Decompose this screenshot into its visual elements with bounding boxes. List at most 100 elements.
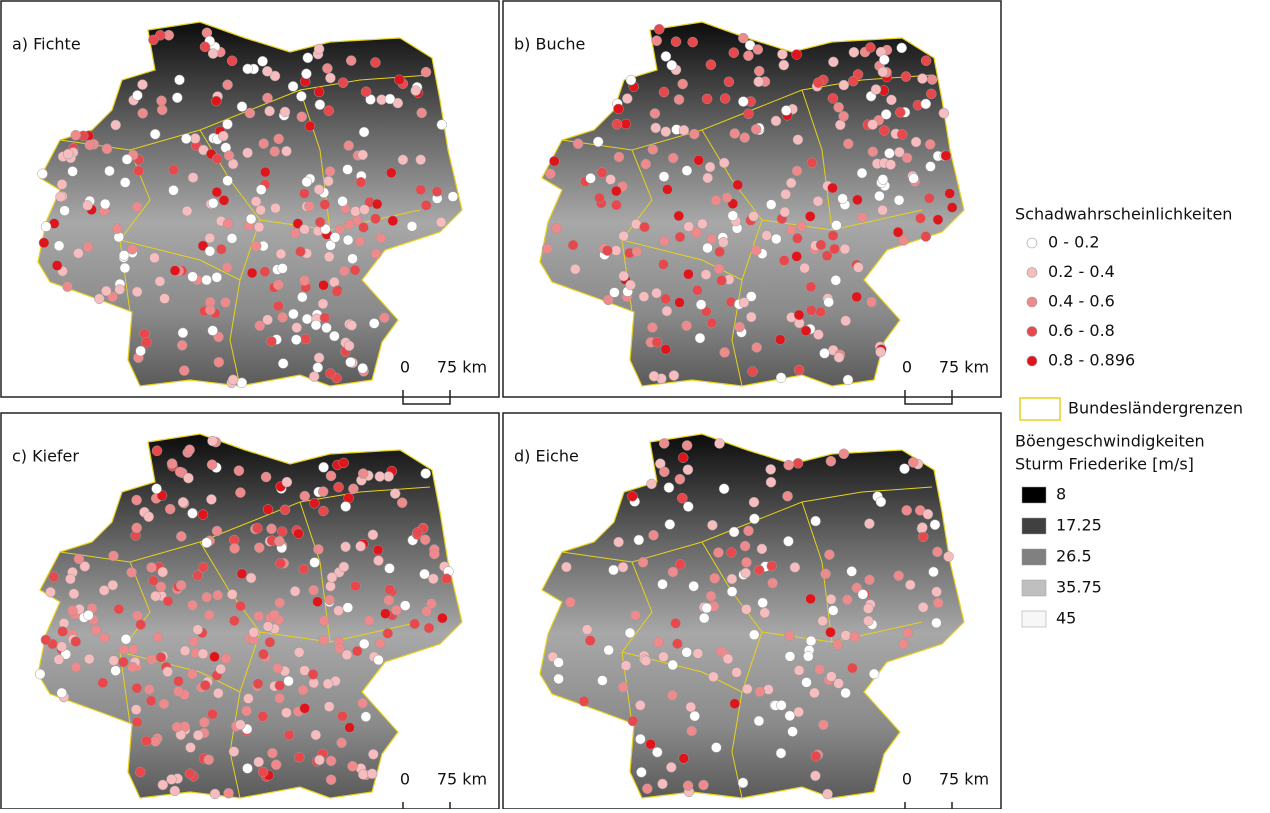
- site-point: [878, 205, 888, 215]
- site-point: [305, 121, 315, 131]
- site-point: [807, 158, 817, 168]
- site-point: [297, 292, 307, 302]
- site-point: [265, 637, 275, 647]
- site-point: [593, 137, 603, 147]
- site-point: [356, 177, 366, 187]
- figure: a) Fichte075 kmb) Buche075 kmc) Kiefer07…: [0, 0, 1270, 809]
- site-point: [359, 222, 369, 232]
- site-point: [236, 601, 246, 611]
- site-point: [659, 438, 669, 448]
- site-point: [728, 211, 738, 221]
- site-point: [65, 574, 75, 584]
- site-point: [278, 359, 288, 369]
- site-point: [429, 549, 439, 559]
- site-point: [760, 608, 770, 618]
- site-point: [278, 263, 288, 273]
- site-point: [794, 707, 804, 717]
- site-point: [849, 47, 859, 57]
- site-point: [766, 464, 776, 474]
- site-point: [374, 655, 384, 665]
- legend-symbol: [1027, 297, 1037, 307]
- site-point: [758, 598, 768, 608]
- site-point: [749, 630, 759, 640]
- site-point: [371, 249, 381, 259]
- site-point: [148, 35, 158, 45]
- site-point: [416, 185, 426, 195]
- site-point: [806, 282, 816, 292]
- site-point: [99, 585, 109, 595]
- site-point: [729, 527, 739, 537]
- site-point: [83, 610, 93, 620]
- site-point: [253, 523, 263, 533]
- site-point: [114, 604, 124, 614]
- site-point: [115, 285, 125, 295]
- site-point: [821, 569, 831, 579]
- site-point: [309, 498, 319, 508]
- site-point: [625, 628, 635, 638]
- site-point: [346, 357, 356, 367]
- site-point: [314, 44, 324, 54]
- site-point: [785, 711, 795, 721]
- site-point: [874, 191, 884, 201]
- site-point: [678, 453, 688, 463]
- site-point: [119, 250, 129, 260]
- site-point: [823, 789, 833, 799]
- site-point: [284, 730, 294, 740]
- site-point: [850, 632, 860, 642]
- site-point: [852, 195, 862, 205]
- site-point: [208, 709, 218, 719]
- site-point: [627, 491, 637, 501]
- site-point: [169, 165, 179, 175]
- site-point: [585, 636, 595, 646]
- site-point: [152, 484, 162, 494]
- site-point: [675, 474, 685, 484]
- site-point: [260, 267, 270, 277]
- site-point: [839, 449, 849, 459]
- site-point: [672, 639, 682, 649]
- site-point: [102, 144, 112, 154]
- site-point: [779, 256, 789, 266]
- site-point: [692, 285, 702, 295]
- site-point: [597, 676, 607, 686]
- site-point: [635, 734, 645, 744]
- site-point: [570, 264, 580, 274]
- site-point: [273, 301, 283, 311]
- site-point: [824, 550, 834, 560]
- site-point: [743, 51, 753, 61]
- site-point: [878, 67, 888, 77]
- site-point: [54, 655, 64, 665]
- site-point: [235, 488, 245, 498]
- site-point: [902, 153, 912, 163]
- site-point: [202, 538, 212, 548]
- site-point: [667, 690, 677, 700]
- site-point: [738, 33, 748, 43]
- site-point: [208, 436, 218, 446]
- site-point: [169, 185, 179, 195]
- site-point: [155, 276, 165, 286]
- site-point: [319, 280, 329, 290]
- site-point: [729, 48, 739, 58]
- site-point: [619, 271, 629, 281]
- site-point: [243, 148, 253, 158]
- site-point: [597, 168, 607, 178]
- site-point: [776, 373, 786, 383]
- site-point: [371, 214, 381, 224]
- site-point: [324, 106, 334, 116]
- site-point: [339, 266, 349, 276]
- site-point: [675, 232, 685, 242]
- site-point: [699, 613, 709, 623]
- site-point: [947, 203, 957, 213]
- site-point: [818, 720, 828, 730]
- site-point: [101, 286, 111, 296]
- site-point: [380, 609, 390, 619]
- site-point: [711, 743, 721, 753]
- site-point: [792, 50, 802, 60]
- site-point: [646, 739, 656, 749]
- site-point: [247, 268, 257, 278]
- site-point: [794, 665, 804, 675]
- site-point: [318, 487, 328, 497]
- site-point: [766, 200, 776, 210]
- site-point: [442, 574, 452, 584]
- site-point: [178, 497, 188, 507]
- site-point: [755, 687, 765, 697]
